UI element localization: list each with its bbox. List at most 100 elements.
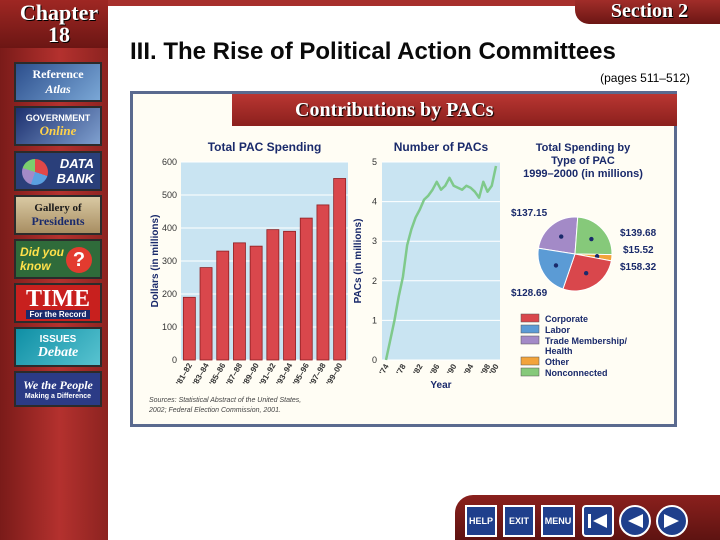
line-x-tick-label: '78 (394, 362, 407, 376)
line-y-tick-label: 4 (372, 197, 377, 207)
government-online-button[interactable]: GOVERNMENT Online (14, 106, 102, 146)
previous-slide-button[interactable] (619, 505, 651, 537)
bar-x-tick-label: '99–00 (325, 361, 345, 387)
pie-slice (574, 216, 613, 256)
arrow-left-icon (628, 514, 643, 528)
menu-label: MENU (544, 516, 572, 526)
pie-value-label: $137.15 (511, 208, 548, 219)
issues-debate-button[interactable]: ISSUES Debate (14, 327, 102, 367)
issues-line1: ISSUES (39, 333, 77, 345)
pie-slice (537, 247, 576, 290)
exit-button[interactable]: EXIT (503, 505, 535, 537)
reference-atlas-button[interactable]: Reference Atlas (14, 62, 102, 102)
government-online-line1: GOVERNMENT (25, 113, 91, 123)
line-x-tick-label: '82 (411, 362, 424, 376)
pie-slice (537, 216, 579, 255)
legend-swatch (520, 356, 540, 366)
pac-charts: Total PAC Spending 0 100 200 300 400 500 600 Dol… (148, 140, 657, 414)
bar-y-tick-label: 100 (162, 322, 177, 332)
first-slide-button[interactable] (582, 505, 614, 537)
legend-swatch (520, 313, 540, 323)
legend-label: Trade Membership/ (545, 336, 628, 346)
top-accent-bar (108, 0, 720, 6)
slide-title: III. The Rise of Political Action Commit… (130, 38, 616, 65)
time-line1: TIME (25, 285, 90, 312)
pie-slice-marker (583, 270, 589, 276)
pie-value-label: $128.69 (511, 288, 548, 299)
gallery-line2: Presidents (31, 213, 85, 228)
line-series-number-of-pacs (384, 165, 498, 361)
bar (266, 229, 280, 361)
bar (216, 250, 230, 361)
pie-slice-marker (553, 263, 559, 268)
pie-value-label: $158.32 (620, 262, 657, 273)
legend-label-continued: Health (545, 346, 573, 356)
bar (249, 245, 263, 361)
exit-label: EXIT (508, 516, 529, 526)
chapter-number: 18 (48, 22, 70, 47)
gallery-of-presidents-button[interactable]: Gallery of Presidents (14, 195, 102, 235)
line-y-tick-label: 5 (372, 157, 377, 167)
menu-button[interactable]: MENU (541, 505, 575, 537)
bar-y-tick-label: 600 (162, 157, 177, 167)
bar-chart-title: Total PAC Spending (208, 140, 322, 154)
legend-label: Other (545, 357, 570, 367)
bar-y-tick-label: 500 (162, 190, 177, 200)
bar-y-tick-label: 200 (162, 289, 177, 299)
next-slide-button[interactable] (656, 505, 688, 537)
pie-slice-marker (589, 236, 594, 242)
question-mark-icon: ? (66, 247, 92, 273)
legend-swatch (520, 335, 540, 345)
figure-banner-title: Contributions by PACs (295, 99, 494, 121)
did-you-know-button[interactable]: Did you know ? (14, 239, 102, 279)
legend-swatch (520, 367, 540, 377)
legend-label: Labor (545, 325, 570, 335)
pie-value-label: $15.52 (623, 245, 654, 256)
line-x-tick-label: '94 (462, 362, 475, 376)
we-the-people-button[interactable]: We the People Making a Difference (14, 371, 102, 407)
arrow-right-icon (664, 514, 679, 528)
time-for-the-record-button[interactable]: TIME For the Record (14, 283, 102, 323)
section-label: Section 2 (610, 0, 689, 22)
first-slide-icon (588, 514, 607, 528)
legend-label: Corporate (545, 314, 588, 324)
bar-y-tick-label: 300 (162, 256, 177, 266)
bar (333, 178, 347, 361)
legend-swatch (520, 324, 540, 334)
source-note-line1: Sources: Statistical Abstract of the Uni… (149, 397, 301, 404)
line-x-tick-label: '90 (445, 362, 458, 376)
pie-slice-marker (559, 234, 564, 239)
chapter-label: Chapter (19, 0, 99, 25)
line-chart-title: Number of PACs (394, 140, 489, 154)
chapter-badge (0, 0, 108, 48)
data-bank-button[interactable]: DATA BANK (14, 151, 102, 191)
line-y-tick-label: 2 (372, 276, 377, 286)
reference-atlas-line2: Atlas (45, 82, 71, 96)
line-x-axis-label: Year (430, 380, 451, 391)
line-y-tick-label: 0 (372, 355, 377, 365)
reference-atlas-line1: Reference (32, 67, 84, 81)
section-tab (575, 0, 720, 24)
pie-value-label: $139.68 (620, 228, 657, 239)
pie-title-line: 1999–2000 (in millions) (523, 168, 643, 180)
pie-slice-marker (594, 254, 600, 259)
line-x-tick-label: '86 (428, 362, 441, 376)
bar (316, 204, 330, 361)
help-label: HELP (468, 516, 493, 526)
line-y-axis-label: PACs (in millions) (353, 219, 364, 304)
pie-title-line: Type of PAC (551, 155, 615, 167)
legend-label: Nonconnected (545, 368, 608, 378)
time-line2: For the Record (25, 309, 90, 319)
source-note-line2: 2002; Federal Election Commission, 2001. (148, 407, 281, 414)
line-y-tick-label: 1 (372, 315, 377, 325)
bar-y-tick-label: 0 (172, 355, 177, 365)
gallery-line1: Gallery of (34, 201, 82, 214)
bar (182, 296, 196, 361)
help-button[interactable]: HELP (465, 505, 497, 537)
government-online-line2: Online (39, 123, 77, 138)
did-you-know-line2: know (20, 259, 51, 273)
data-bank-line1: DATA (59, 156, 94, 171)
issues-line2: Debate (37, 344, 79, 360)
page-reference: (pages 511–512) (600, 71, 690, 85)
line-chart-plot-area (382, 162, 500, 360)
